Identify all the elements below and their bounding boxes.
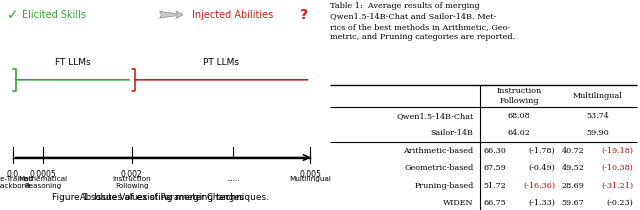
- Text: Instruction
Following: Instruction Following: [113, 176, 151, 189]
- Text: Multilingual: Multilingual: [289, 176, 332, 182]
- Text: (-0.49): (-0.49): [529, 164, 556, 172]
- Text: (-1.33): (-1.33): [528, 199, 556, 207]
- Text: 53.74: 53.74: [586, 112, 609, 120]
- Text: (-19.18): (-19.18): [602, 147, 634, 155]
- Text: 0.002: 0.002: [121, 170, 143, 179]
- Text: Table 1:  Average results of merging
Qwen1.5-14B-Chat and Sailor-14B. Met-
rics : Table 1: Average results of merging Qwen…: [330, 2, 515, 41]
- Text: Mathematical
Reasoning: Mathematical Reasoning: [18, 176, 67, 189]
- Text: 66.30: 66.30: [483, 147, 506, 155]
- Text: (-0.23): (-0.23): [607, 199, 634, 207]
- Text: 28.69: 28.69: [562, 181, 584, 190]
- Text: Arithmetic-based: Arithmetic-based: [403, 147, 474, 155]
- Text: 49.52: 49.52: [562, 164, 584, 172]
- Text: (-1.78): (-1.78): [529, 147, 556, 155]
- Text: 40.72: 40.72: [562, 147, 584, 155]
- Text: Elicited Skills: Elicited Skills: [22, 10, 86, 20]
- Text: Geometric-based: Geometric-based: [404, 164, 474, 172]
- Text: 66.75: 66.75: [483, 199, 506, 207]
- Text: ?: ?: [300, 8, 308, 22]
- Text: PT LLMs: PT LLMs: [203, 58, 239, 67]
- Text: Pre-Trained
Backbone: Pre-Trained Backbone: [0, 176, 33, 189]
- Text: ......: ......: [227, 176, 240, 182]
- Text: 51.72: 51.72: [483, 181, 506, 190]
- Text: Injected Abilities: Injected Abilities: [192, 10, 273, 20]
- Text: ✓: ✓: [7, 8, 19, 22]
- Text: Pruning-based: Pruning-based: [414, 181, 474, 190]
- Text: 64.02: 64.02: [508, 129, 531, 137]
- Text: Instruction
Following: Instruction Following: [497, 88, 542, 105]
- Text: 0.0: 0.0: [7, 170, 19, 179]
- Text: 0.0005: 0.0005: [29, 170, 56, 179]
- Text: (-31.21): (-31.21): [602, 181, 634, 190]
- Text: 0.005: 0.005: [300, 170, 321, 179]
- Text: 59.90: 59.90: [586, 129, 609, 137]
- Text: FT LLMs: FT LLMs: [54, 58, 90, 67]
- Text: Qwen1.5-14B-Chat: Qwen1.5-14B-Chat: [396, 112, 474, 120]
- Text: (-16.36): (-16.36): [523, 181, 556, 190]
- Text: Figure 1: Issues of existing merging techniques.: Figure 1: Issues of existing merging tec…: [51, 193, 269, 202]
- Text: (-10.38): (-10.38): [602, 164, 634, 172]
- Text: 59.67: 59.67: [562, 199, 584, 207]
- Text: 68.08: 68.08: [508, 112, 531, 120]
- Text: Absolute Values of Parameter Changes: Absolute Values of Parameter Changes: [80, 193, 243, 202]
- Text: 67.59: 67.59: [483, 164, 506, 172]
- Text: Sailor-14B: Sailor-14B: [431, 129, 474, 137]
- Text: Multilingual: Multilingual: [573, 92, 623, 100]
- Text: WIDEN: WIDEN: [443, 199, 474, 207]
